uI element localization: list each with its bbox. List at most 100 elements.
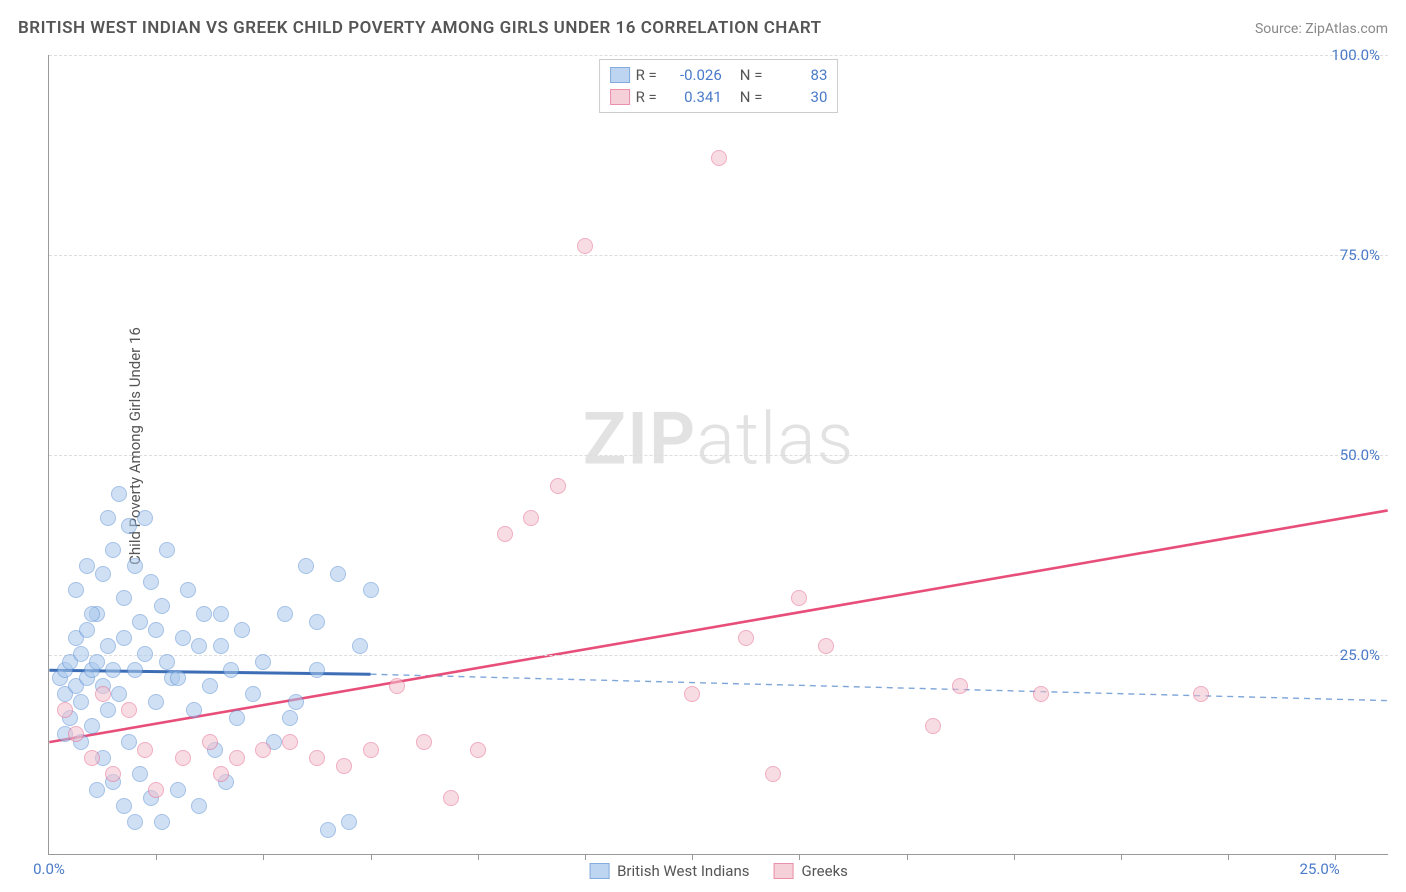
data-point bbox=[137, 510, 153, 526]
data-point bbox=[111, 486, 127, 502]
data-point bbox=[84, 606, 100, 622]
legend-series-item: Greeks bbox=[774, 862, 848, 880]
watermark: ZIPatlas bbox=[583, 396, 855, 481]
n-value: 83 bbox=[772, 66, 827, 84]
data-point bbox=[363, 582, 379, 598]
data-point bbox=[132, 614, 148, 630]
gridline bbox=[49, 255, 1388, 256]
data-point bbox=[105, 766, 121, 782]
data-point bbox=[255, 654, 271, 670]
data-point bbox=[116, 798, 132, 814]
n-label: N = bbox=[740, 66, 763, 84]
data-point bbox=[79, 622, 95, 638]
data-point bbox=[389, 678, 405, 694]
x-tick-mark bbox=[1228, 854, 1229, 860]
data-point bbox=[738, 630, 754, 646]
legend-swatch bbox=[774, 863, 794, 879]
data-point bbox=[213, 606, 229, 622]
data-point bbox=[1033, 686, 1049, 702]
data-point bbox=[952, 678, 968, 694]
data-point bbox=[116, 590, 132, 606]
legend-swatch bbox=[589, 863, 609, 879]
data-point bbox=[191, 638, 207, 654]
data-point bbox=[170, 670, 186, 686]
data-point bbox=[298, 558, 314, 574]
series-legend: British West Indians Greeks bbox=[589, 862, 848, 880]
data-point bbox=[416, 734, 432, 750]
data-point bbox=[121, 702, 137, 718]
data-point bbox=[196, 606, 212, 622]
y-tick-label: 50.0% bbox=[1340, 446, 1380, 464]
data-point bbox=[68, 726, 84, 742]
data-point bbox=[89, 782, 105, 798]
x-tick-label: 25.0% bbox=[1300, 860, 1340, 878]
data-point bbox=[213, 766, 229, 782]
data-point bbox=[127, 558, 143, 574]
chart-title: BRITISH WEST INDIAN VS GREEK CHILD POVER… bbox=[18, 18, 822, 38]
data-point bbox=[282, 734, 298, 750]
data-point bbox=[137, 742, 153, 758]
data-point bbox=[470, 742, 486, 758]
data-point bbox=[202, 678, 218, 694]
legend-stat-row: R =-0.026N =83 bbox=[610, 64, 828, 86]
legend-swatch bbox=[610, 89, 630, 105]
data-point bbox=[234, 622, 250, 638]
data-point bbox=[550, 478, 566, 494]
data-point bbox=[84, 750, 100, 766]
y-tick-label: 25.0% bbox=[1340, 646, 1380, 664]
x-tick-mark bbox=[371, 854, 372, 860]
r-label: R = bbox=[636, 88, 657, 106]
data-point bbox=[148, 782, 164, 798]
data-point bbox=[68, 582, 84, 598]
legend-series-label: British West Indians bbox=[617, 862, 749, 880]
legend-series-item: British West Indians bbox=[589, 862, 749, 880]
x-tick-mark bbox=[907, 854, 908, 860]
data-point bbox=[229, 710, 245, 726]
data-point bbox=[213, 638, 229, 654]
data-point bbox=[277, 606, 293, 622]
data-point bbox=[111, 686, 127, 702]
n-label: N = bbox=[740, 88, 763, 106]
data-point bbox=[336, 758, 352, 774]
x-tick-mark bbox=[1014, 854, 1015, 860]
plot-area: ZIPatlas R =-0.026N =83R =0.341N =30 Bri… bbox=[48, 55, 1388, 855]
data-point bbox=[341, 814, 357, 830]
data-point bbox=[765, 766, 781, 782]
data-point bbox=[363, 742, 379, 758]
data-point bbox=[288, 694, 304, 710]
data-point bbox=[791, 590, 807, 606]
data-point bbox=[121, 518, 137, 534]
data-point bbox=[352, 638, 368, 654]
legend-series-label: Greeks bbox=[802, 862, 848, 880]
data-point bbox=[100, 510, 116, 526]
data-point bbox=[148, 694, 164, 710]
n-value: 30 bbox=[772, 88, 827, 106]
data-point bbox=[73, 646, 89, 662]
data-point bbox=[186, 702, 202, 718]
data-point bbox=[223, 662, 239, 678]
data-point bbox=[229, 750, 245, 766]
gridline bbox=[49, 55, 1388, 56]
data-point bbox=[309, 614, 325, 630]
data-point bbox=[148, 622, 164, 638]
data-point bbox=[1193, 686, 1209, 702]
data-point bbox=[523, 510, 539, 526]
r-label: R = bbox=[636, 66, 657, 84]
gridline bbox=[49, 455, 1388, 456]
x-tick-mark bbox=[1335, 854, 1336, 860]
source-label: Source: ZipAtlas.com bbox=[1255, 21, 1388, 37]
data-point bbox=[175, 750, 191, 766]
data-point bbox=[143, 574, 159, 590]
data-point bbox=[180, 582, 196, 598]
data-point bbox=[443, 790, 459, 806]
data-point bbox=[170, 782, 186, 798]
data-point bbox=[282, 710, 298, 726]
data-point bbox=[191, 798, 207, 814]
data-point bbox=[577, 238, 593, 254]
x-tick-mark bbox=[799, 854, 800, 860]
correlation-legend: R =-0.026N =83R =0.341N =30 bbox=[599, 59, 839, 113]
y-tick-label: 75.0% bbox=[1340, 246, 1380, 264]
data-point bbox=[57, 702, 73, 718]
data-point bbox=[132, 766, 148, 782]
x-tick-mark bbox=[478, 854, 479, 860]
